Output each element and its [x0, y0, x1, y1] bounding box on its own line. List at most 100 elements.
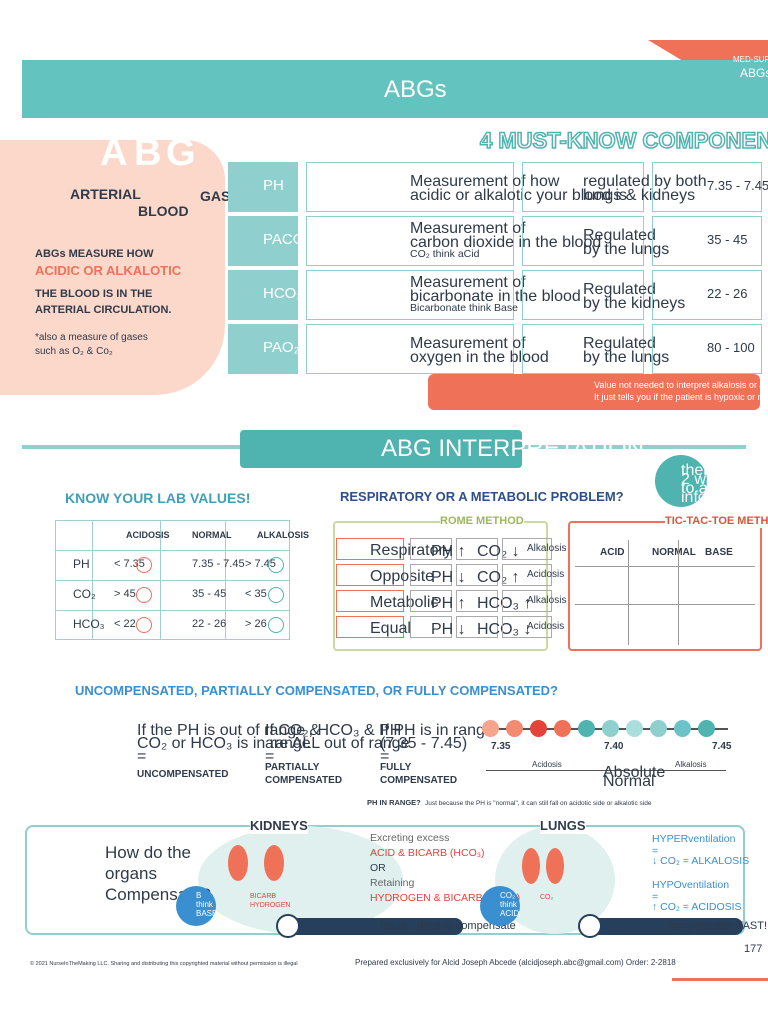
rome-rows: Acidosis — [527, 621, 565, 632]
interpretation-badge: 2 ways — [681, 471, 731, 488]
rows-description: Measurement of — [410, 220, 526, 237]
description-cell — [306, 324, 514, 374]
step2-heading: RESPIRATORY OR A METABOLIC PROBLEM? — [340, 489, 624, 504]
rome-title: ROME METHOD — [440, 515, 524, 528]
badge-circle — [655, 455, 707, 507]
lung-icon — [546, 848, 564, 884]
rows-description: oxygen in the blood — [410, 349, 549, 366]
scale-dot — [482, 720, 499, 737]
regulation-cell — [522, 216, 644, 266]
rome-cell — [410, 590, 452, 612]
scale-dot — [530, 720, 547, 737]
rome-rows: CO₂ ↓ — [477, 543, 520, 560]
rome-cell — [502, 564, 552, 586]
grid-line — [55, 580, 290, 581]
intro-words: BLOOD — [138, 203, 189, 219]
intro-lines: ACIDIC OR ALKALOTIC — [35, 263, 182, 278]
cases-result: PARTIALLY — [265, 762, 320, 773]
rome-cell — [410, 564, 452, 586]
rows-mnemonic: Bicarbonate think Base — [410, 302, 518, 314]
kidneys-labels: HYDROGEN — [250, 902, 291, 909]
intro-note: such as O₂ & Co₂ — [35, 346, 113, 357]
step1-columns: NORMAL — [192, 530, 232, 540]
footer-copyright: © 2021 NurseInTheMaking LLC. Sharing and… — [30, 961, 298, 967]
time-bar — [590, 918, 743, 935]
rows-regulation: Regulated — [583, 227, 656, 244]
description-cell — [306, 162, 514, 212]
rows-range: 22 - 26 — [707, 286, 748, 301]
mnemonic-badge — [480, 886, 520, 926]
cases-equals: = — [137, 748, 147, 765]
scale-labels: 7.40 — [604, 741, 624, 752]
cases-result: COMPENSATED — [380, 775, 458, 786]
lungs-lines: ↑ CO₂ = ACIDOSIS — [652, 901, 742, 913]
rows-name: PH — [263, 177, 284, 194]
scale-alkalosis: Alkalosis — [675, 760, 707, 769]
rows-range: 35 - 45 — [707, 232, 748, 247]
lungs-time: compensates FAST! — [668, 920, 768, 932]
step1-rows: CO₂ — [73, 587, 96, 601]
arrow-icon — [136, 587, 152, 603]
header-title: ABGs — [384, 76, 447, 103]
rome-rows: PH ↓ — [431, 569, 466, 586]
grid-line — [575, 604, 755, 605]
lungs-title: LUNGS — [540, 818, 586, 834]
scale-labels: 7.35 — [491, 741, 511, 752]
rome-rows: Metabolic — [370, 594, 439, 611]
rome-cell — [336, 616, 404, 638]
grid-line — [628, 540, 629, 645]
step1-columns: ALKALOSIS — [257, 530, 310, 540]
arrow-icon — [268, 557, 284, 573]
rome-rows: PH ↓ — [431, 621, 466, 638]
lungs-mnemonic: CO₂ — [500, 891, 516, 900]
rome-cell — [456, 590, 498, 612]
components-title: 4 MUST-KNOW COMPONENTS — [479, 127, 768, 154]
kidneys-labels: BICARB — [250, 893, 277, 900]
regulation-cell — [522, 270, 644, 320]
step3-heading: UNCOMPENSATED, PARTIALLY COMPENSATED, OR… — [75, 683, 558, 698]
divider — [22, 445, 240, 449]
intro-note: *also a measure of gases — [35, 332, 148, 343]
kidneys-mnemonic: BASE — [196, 909, 218, 918]
step1-rows: < 22 — [114, 618, 136, 630]
description-cell — [306, 216, 514, 266]
divider — [522, 445, 746, 449]
grid-line — [575, 566, 755, 567]
tic-tac-toe-title: TIC-TAC-TOE METHOD — [665, 515, 768, 528]
step3-note: Just because the PH is "normal", it can … — [425, 800, 652, 807]
name-cell — [228, 270, 298, 320]
range-cell — [652, 216, 762, 266]
components-note: It just tells you if the patient is hypo… — [594, 392, 768, 402]
rome-rows: HCO₃ ↑ — [477, 595, 532, 612]
intro-words: ARTERIAL — [70, 186, 141, 202]
rome-rows: Opposite — [370, 568, 435, 585]
arrow-icon — [136, 617, 152, 633]
header-badge-category: MED-SURG — [733, 55, 768, 64]
section-title-box — [240, 430, 522, 468]
cases-equals: = — [380, 748, 390, 765]
intro-letters: A — [100, 132, 128, 174]
cases-result: FULLY — [380, 762, 412, 773]
step1-rows: PH — [73, 557, 90, 571]
cases-condition: If PH is in range — [380, 722, 494, 739]
lung-icon — [522, 848, 540, 884]
rows-range: 80 - 100 — [707, 340, 755, 355]
scale-normal: Normal — [603, 773, 655, 790]
intro-words: GAS — [200, 188, 231, 204]
range-cell — [652, 162, 762, 212]
rows-regulation: by the lungs — [583, 349, 670, 366]
range-cell — [652, 324, 762, 374]
scale-dot — [602, 720, 619, 737]
scale-labels: 7.45 — [712, 741, 732, 752]
rome-rows: Acidosis — [527, 569, 565, 580]
clock-icon — [578, 914, 602, 938]
footer-prepared: Prepared exclusively for Alcid Joseph Ab… — [355, 958, 676, 967]
kidneys-lines: Excreting excess — [370, 832, 450, 844]
cases-result: COMPENSATED — [265, 775, 343, 786]
step1-heading: KNOW YOUR LAB VALUES! — [65, 490, 251, 506]
regulation-cell — [522, 324, 644, 374]
range-cell — [652, 270, 762, 320]
kidney-bg — [198, 826, 403, 934]
step1-rows: > 26 — [245, 618, 267, 630]
rome-cell — [456, 538, 498, 560]
